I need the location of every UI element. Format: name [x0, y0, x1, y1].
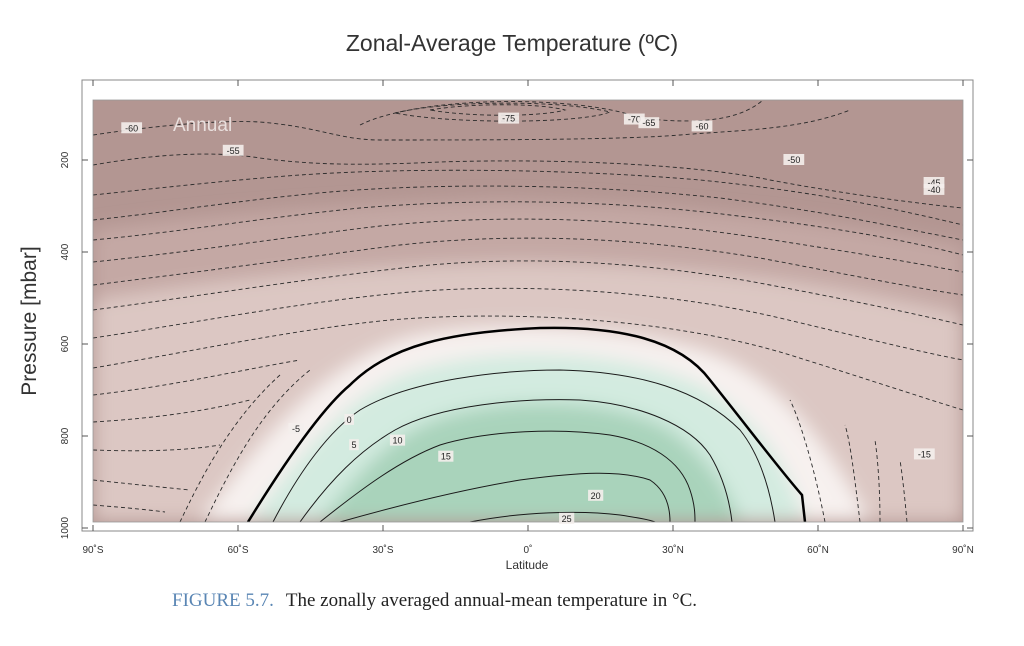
contour-label-box [691, 120, 713, 132]
contour-negative [394, 102, 612, 122]
caption-text: The zonally averaged annual-mean tempera… [285, 590, 698, 611]
contour-label: -40 [927, 185, 940, 195]
contour-negative [844, 424, 861, 522]
contour-label: 25 [562, 514, 572, 524]
contour-negative [93, 260, 963, 326]
contour-label-box [121, 122, 143, 134]
contour-label-box [344, 413, 354, 425]
contour-label-box [588, 489, 604, 501]
x-tick-label: 30˚N [662, 544, 684, 556]
contour-negative [93, 237, 963, 296]
contour-positive [339, 472, 671, 522]
contour-negative [874, 439, 881, 522]
contour-negative [93, 479, 191, 491]
figure-caption: FIGURE 5.7. The zonally averaged annual-m… [172, 590, 697, 612]
contour-label: -45 [927, 178, 940, 188]
contour-negative [204, 369, 311, 522]
contour-label-box [638, 117, 660, 129]
x-axis-label: Latitude [505, 558, 549, 572]
contour-negative [93, 359, 301, 396]
y-tick-label: 800 [60, 427, 71, 444]
contour-label: -65 [642, 118, 655, 128]
contour-label: 5 [351, 440, 356, 450]
contour-label-box [923, 183, 945, 195]
caption-label: FIGURE 5.7. [172, 590, 274, 611]
contour-negative [93, 169, 963, 226]
contour-label: -60 [695, 121, 708, 131]
contour-label-box [288, 423, 304, 435]
x-tick-label: 0˚ [524, 544, 533, 556]
contour-positive [469, 511, 656, 522]
contour-negative [93, 185, 963, 241]
contour-negative [93, 100, 95, 101]
x-tick-label: 60˚S [227, 544, 248, 556]
contour-negative [899, 459, 908, 522]
contour-label: -5 [292, 424, 300, 434]
contour-positive [299, 399, 733, 522]
band-hot [320, 403, 740, 522]
panel-label: Annual [173, 115, 232, 136]
contour-negative [93, 444, 221, 452]
contour-negative [93, 218, 963, 273]
contour-label-box [349, 439, 359, 451]
inner-frame [92, 99, 964, 523]
contour-label-box [923, 177, 945, 188]
contour-positive [272, 369, 776, 522]
contour-label: -60 [125, 123, 138, 133]
contour-lines [93, 100, 963, 522]
x-tick-label: 30˚S [372, 544, 393, 556]
contour-zero [246, 326, 807, 522]
contour-label-box [913, 448, 935, 460]
contour-label-box [783, 154, 805, 165]
x-tick-label: 90˚N [952, 544, 974, 556]
contour-negative [93, 109, 851, 141]
contour-labels: -75 -70 -65 -60-60-55-50-45-40-15-505 101520… [121, 112, 945, 524]
contour-label: 0 [347, 415, 352, 425]
contour-negative [179, 374, 281, 522]
contour-label: -75 [502, 114, 515, 124]
contour-positive [319, 430, 696, 522]
contour-label: -50 [787, 155, 800, 165]
contour-label-box [559, 512, 575, 524]
contour-label: -70 [628, 115, 641, 125]
contour-negative [93, 201, 963, 256]
contour-label: 15 [441, 452, 451, 462]
contour-label-box [438, 450, 454, 462]
contour-negative [429, 104, 567, 116]
contour-label: -15 [918, 449, 931, 459]
contour-label-box [623, 113, 645, 125]
plot-background [93, 100, 963, 522]
y-tick-label: 1000 [60, 516, 71, 539]
y-axis-label: Pressure [mbar] [18, 246, 41, 396]
contour-negative [789, 399, 826, 522]
y-tick-label: 200 [60, 151, 71, 168]
y-tick-label: 400 [60, 243, 71, 260]
contour-negative [93, 315, 963, 411]
y-tick-label: 600 [60, 335, 71, 352]
contour-negative [93, 399, 251, 423]
contour-label-box [389, 434, 406, 446]
contour-label: -55 [227, 146, 240, 156]
axis-ticks: 90˚S 60˚S 30˚S 0˚ 30˚N 60˚N 90˚N20040060080010… [60, 80, 974, 556]
x-tick-label: 90˚S [82, 544, 103, 556]
x-tick-label: 60˚N [807, 544, 829, 556]
contour-label: 10 [392, 436, 402, 446]
contour-negative [93, 504, 166, 513]
contour-label-box [498, 112, 520, 124]
contour-negative [93, 287, 963, 361]
chart-title: Zonal-Average Temperature (ºC) [345, 30, 679, 56]
contour-label: 20 [591, 491, 601, 501]
contour-label-box [222, 144, 244, 156]
